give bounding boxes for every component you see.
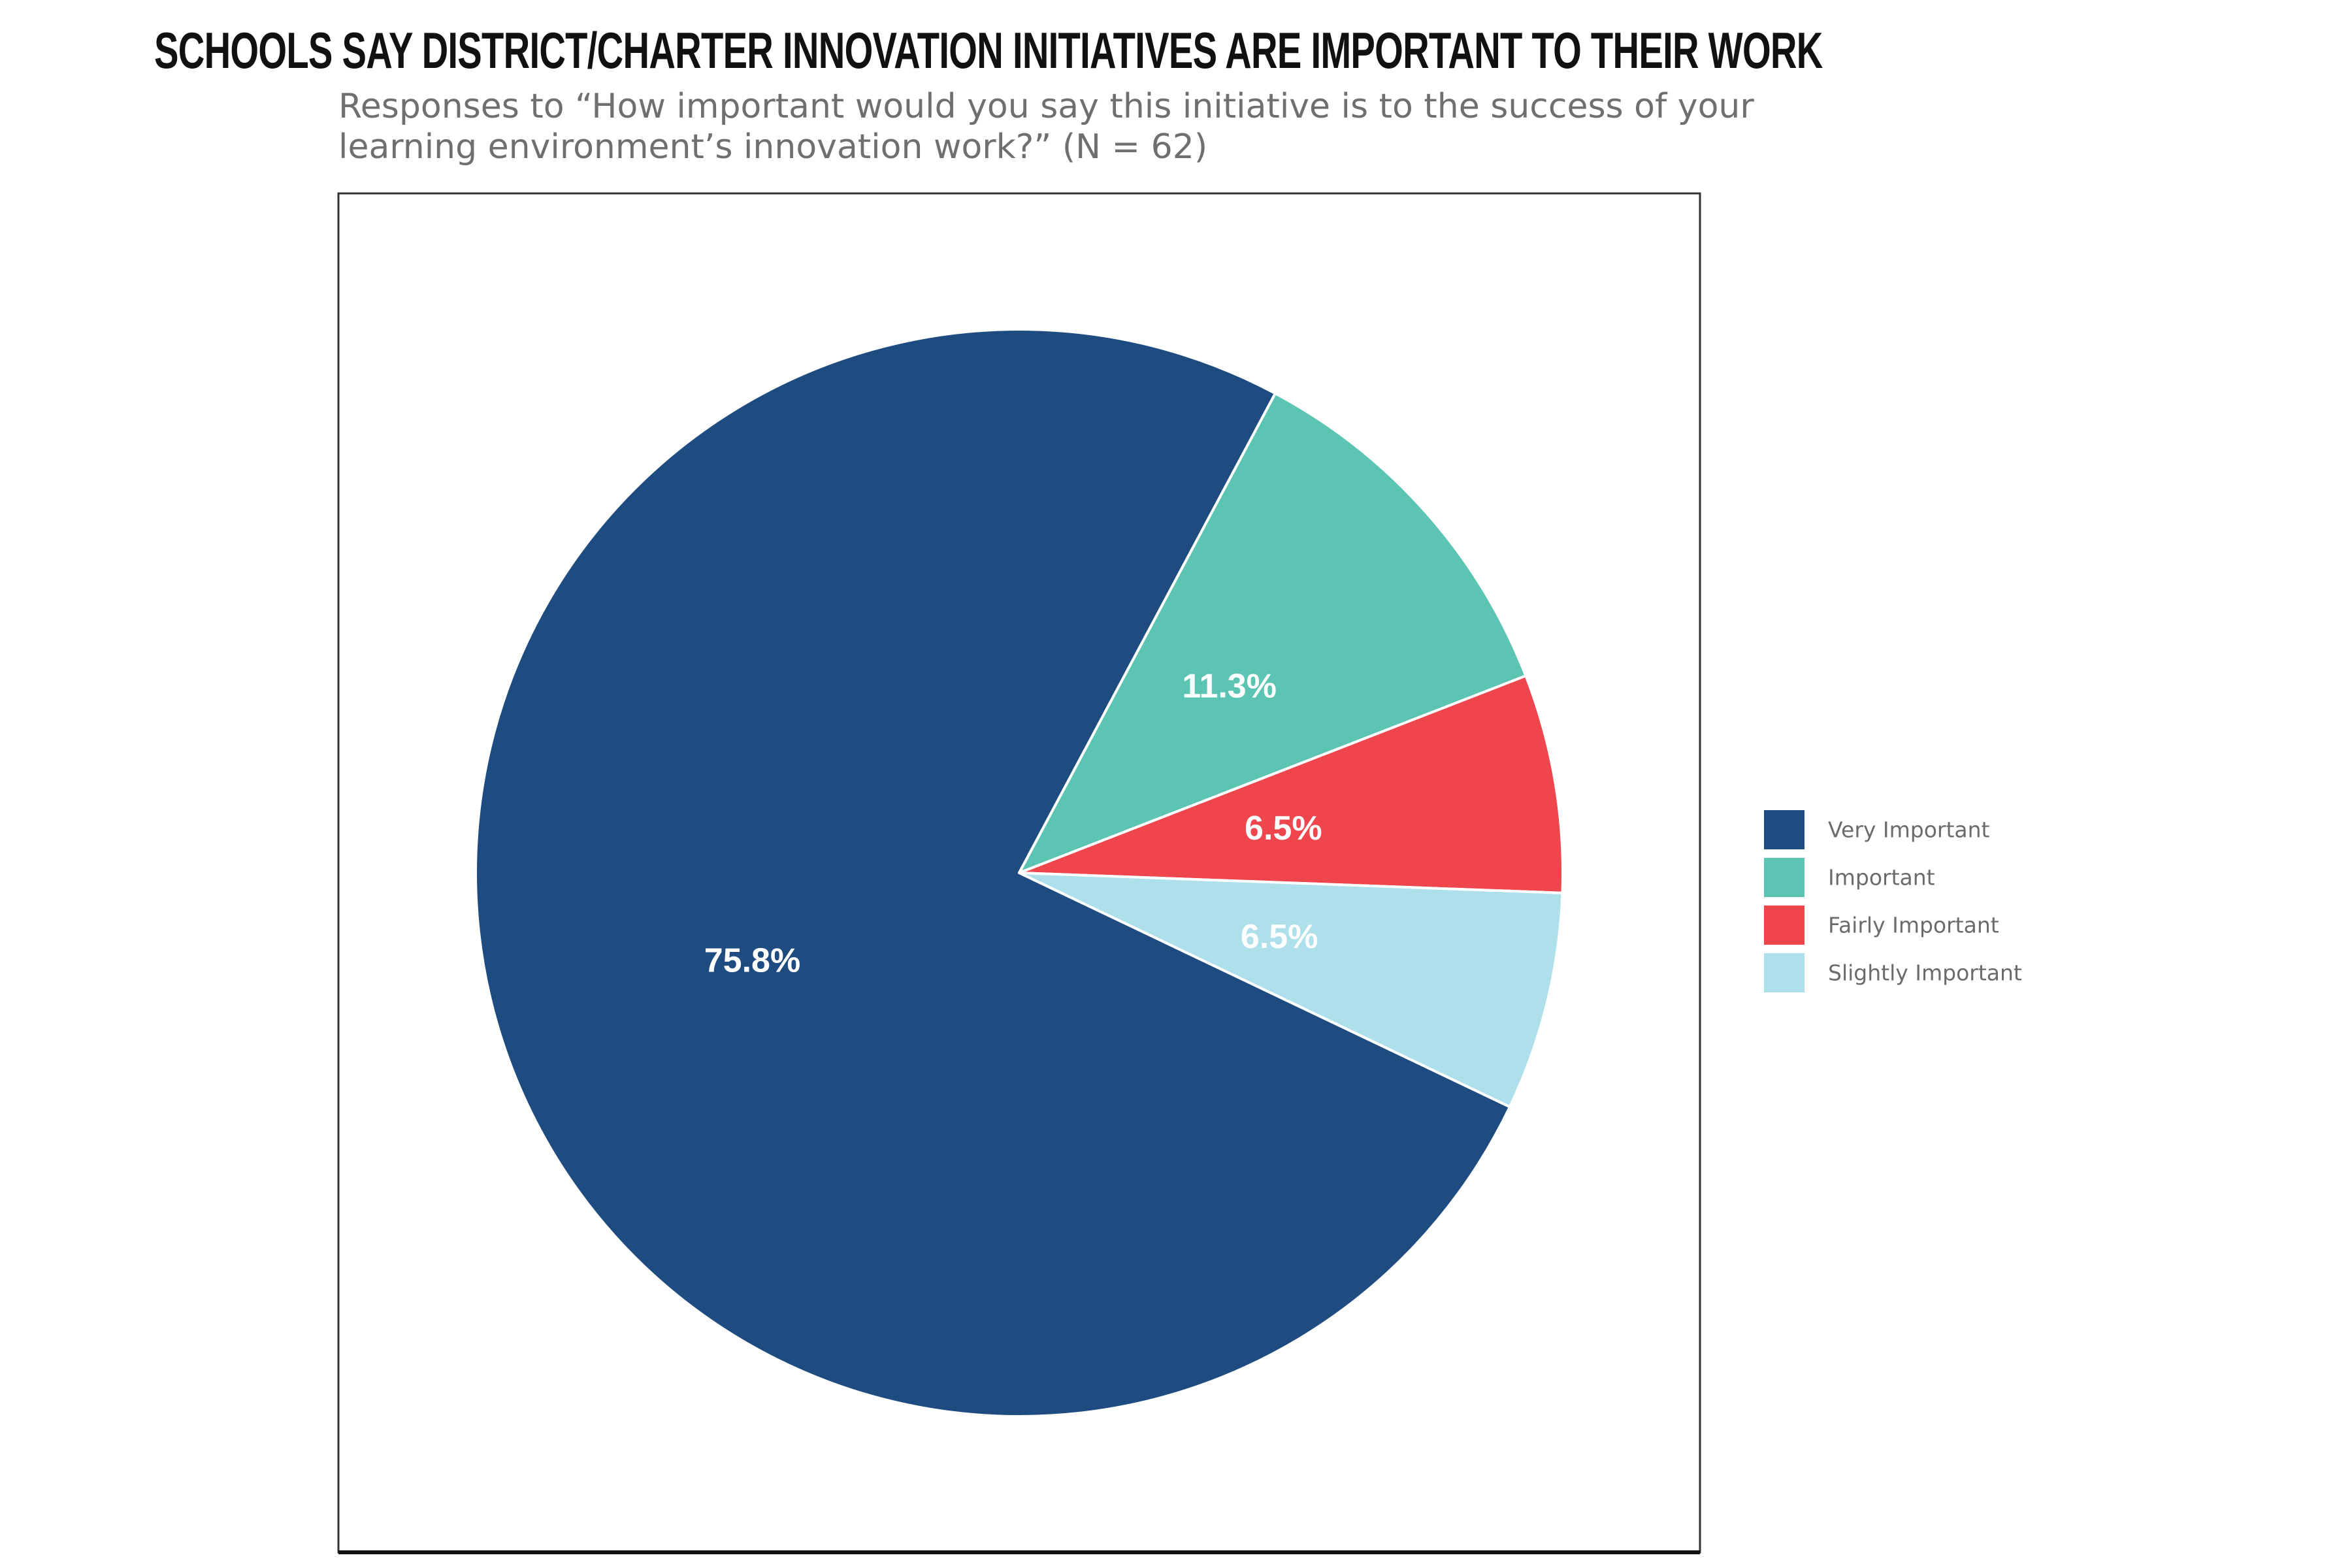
slice-label-very-important: 75.8% — [704, 941, 800, 979]
legend-swatch-very-important — [1764, 810, 1805, 849]
slice-labels: 75.8% 11.3% 6.5% 6.5% — [704, 668, 1322, 980]
pie-slice-important — [1018, 392, 1527, 874]
pie-slice-slightly-important — [1018, 872, 1564, 1109]
pie-slice-fairly-important — [1018, 674, 1564, 894]
legend-swatch-slightly-important — [1764, 953, 1805, 992]
slice-label-slightly-important: 6.5% — [1241, 918, 1318, 956]
legend-label-very-important: Very Important — [1828, 817, 1990, 843]
pie-slice-very-important — [474, 327, 1511, 1418]
pie-slices — [474, 327, 1564, 1418]
legend: Very Important Important Fairly Important S… — [1764, 810, 2022, 992]
slice-label-fairly-important: 6.5% — [1245, 809, 1322, 847]
legend-label-fairly-important: Fairly Important — [1828, 913, 1999, 938]
chart-title: SCHOOLS SAY DISTRICT/CHARTER INNOVATION … — [154, 22, 1823, 79]
legend-label-slightly-important: Slightly Important — [1828, 960, 2022, 986]
slice-label-important: 11.3% — [1182, 668, 1277, 706]
legend-swatch-important — [1764, 858, 1805, 897]
chart-subtitle: Responses to “How important would you sa… — [338, 87, 1754, 167]
legend-swatch-fairly-important — [1764, 906, 1805, 945]
legend-label-important: Important — [1828, 865, 1935, 890]
